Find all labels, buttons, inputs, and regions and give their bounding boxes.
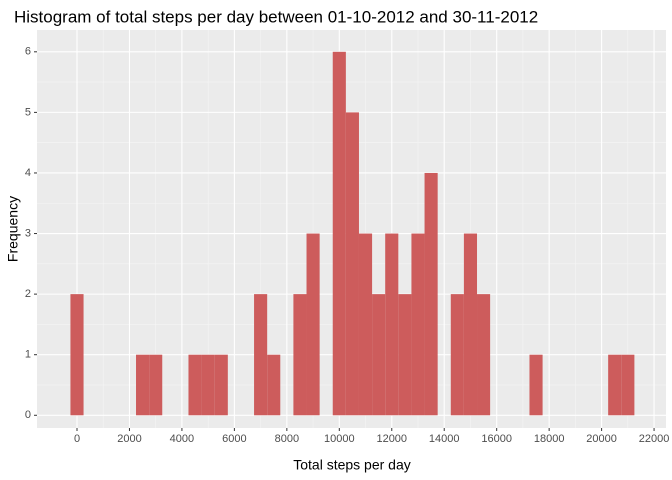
x-tick-label: 0	[74, 433, 80, 445]
y-tick-label: 1	[25, 349, 31, 361]
bar	[529, 354, 543, 416]
bar	[70, 294, 84, 416]
y-tick-label: 5	[25, 106, 31, 118]
bar	[267, 354, 281, 416]
x-tick-label: 20000	[586, 433, 617, 445]
bar	[293, 294, 307, 416]
x-tick-label: 2000	[117, 433, 141, 445]
bar	[385, 233, 399, 416]
y-tick-label: 2	[25, 288, 31, 300]
y-tick-label: 3	[25, 227, 31, 239]
bar	[306, 233, 320, 416]
bar	[424, 172, 438, 416]
x-tick-label: 22000	[639, 433, 670, 445]
x-tick-label: 16000	[481, 433, 512, 445]
x-tick-label: 4000	[170, 433, 194, 445]
bar	[411, 233, 425, 416]
chart-title: Histogram of total steps per day between…	[14, 7, 538, 26]
x-tick-label: 14000	[429, 433, 460, 445]
bar	[358, 233, 373, 416]
bar	[608, 354, 622, 416]
bar	[463, 233, 478, 416]
y-tick-label: 6	[25, 46, 31, 58]
x-tick-label: 6000	[222, 433, 246, 445]
bar	[477, 294, 491, 416]
bar	[149, 354, 163, 416]
bar	[136, 354, 150, 416]
x-axis-title: Total steps per day	[293, 457, 411, 473]
bar	[214, 354, 228, 416]
x-tick-label: 10000	[324, 433, 355, 445]
x-tick-label: 8000	[275, 433, 299, 445]
bar	[372, 294, 386, 416]
y-tick-label: 4	[25, 167, 31, 179]
y-axis-title: Frequency	[5, 196, 21, 262]
bar	[398, 294, 412, 416]
y-tick-label: 0	[25, 409, 31, 421]
bar	[332, 51, 346, 416]
x-tick-label: 12000	[376, 433, 407, 445]
bar	[621, 354, 635, 416]
bar	[201, 354, 215, 416]
bar	[254, 294, 268, 416]
bar	[345, 112, 359, 416]
x-tick-label: 18000	[534, 433, 565, 445]
bar	[188, 354, 202, 416]
bar	[450, 294, 464, 416]
